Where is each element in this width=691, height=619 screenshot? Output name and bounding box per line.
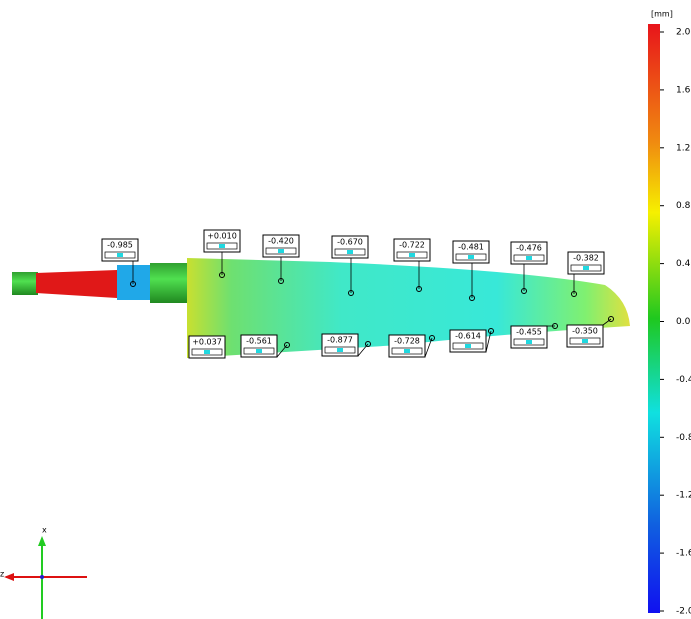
collar [150,263,187,303]
callout-value: -0.985 [107,241,133,250]
gauge-fill [526,340,532,344]
gauge-fill [256,349,262,353]
callout-value: -0.476 [516,244,542,253]
tick-label: -1.20 [676,491,691,501]
axis-label: z [0,570,4,579]
gauge-fill [404,349,410,353]
tick-label: 0.40 [676,259,691,269]
callout-value: -0.561 [246,337,272,346]
gauge-fill [468,255,474,259]
gauge-fill [347,250,353,254]
gauge-fill [409,253,415,257]
hub [117,265,150,300]
callout-value: -0.877 [327,336,353,345]
gauge-fill [204,350,210,354]
tick-label: 1.60 [676,85,691,95]
shaft-end [12,272,38,295]
tick-label: 2.00 [676,28,691,38]
callout-value: -0.455 [516,328,542,337]
gauge-fill [278,249,284,253]
shaft [36,270,117,298]
callout-value: -0.420 [268,237,294,246]
tick-label: -2.00 [676,607,691,617]
gauge-fill [465,344,471,348]
tick-label: 0.00 [676,317,691,327]
gauge-fill [117,253,123,257]
gauge-fill [582,339,588,343]
gauge-fill [526,256,532,260]
tick-label: -0.40 [676,375,691,385]
z-arrow [4,573,14,581]
callout-value: -0.382 [573,254,599,263]
axis-label: x [42,526,47,535]
viewport: [mm] x z 2.00 1.60 1.20 0.80 0.40 0.00 -0.40 -0… [0,0,691,619]
gauge-fill [337,348,343,352]
tick-label: 0.80 [676,201,691,211]
tick-label: 1.20 [676,143,691,153]
color-scale [648,24,660,613]
origin [40,575,44,579]
tick-label: -1.60 [676,549,691,559]
tick-label: -0.80 [676,433,691,443]
callout-value: -0.728 [394,337,420,346]
callout-value: -0.350 [572,327,598,336]
x-arrow [38,536,46,546]
unit-label: [mm] [651,10,673,19]
callout-value: -0.670 [337,238,363,247]
callout-value: -0.614 [455,332,481,341]
callout-value: +0.037 [192,338,222,347]
callout-value: +0.010 [207,232,237,241]
callout-value: -0.722 [399,241,425,250]
gauge-fill [583,266,589,270]
gauge-fill [219,244,225,248]
callout-value: -0.481 [458,243,484,252]
